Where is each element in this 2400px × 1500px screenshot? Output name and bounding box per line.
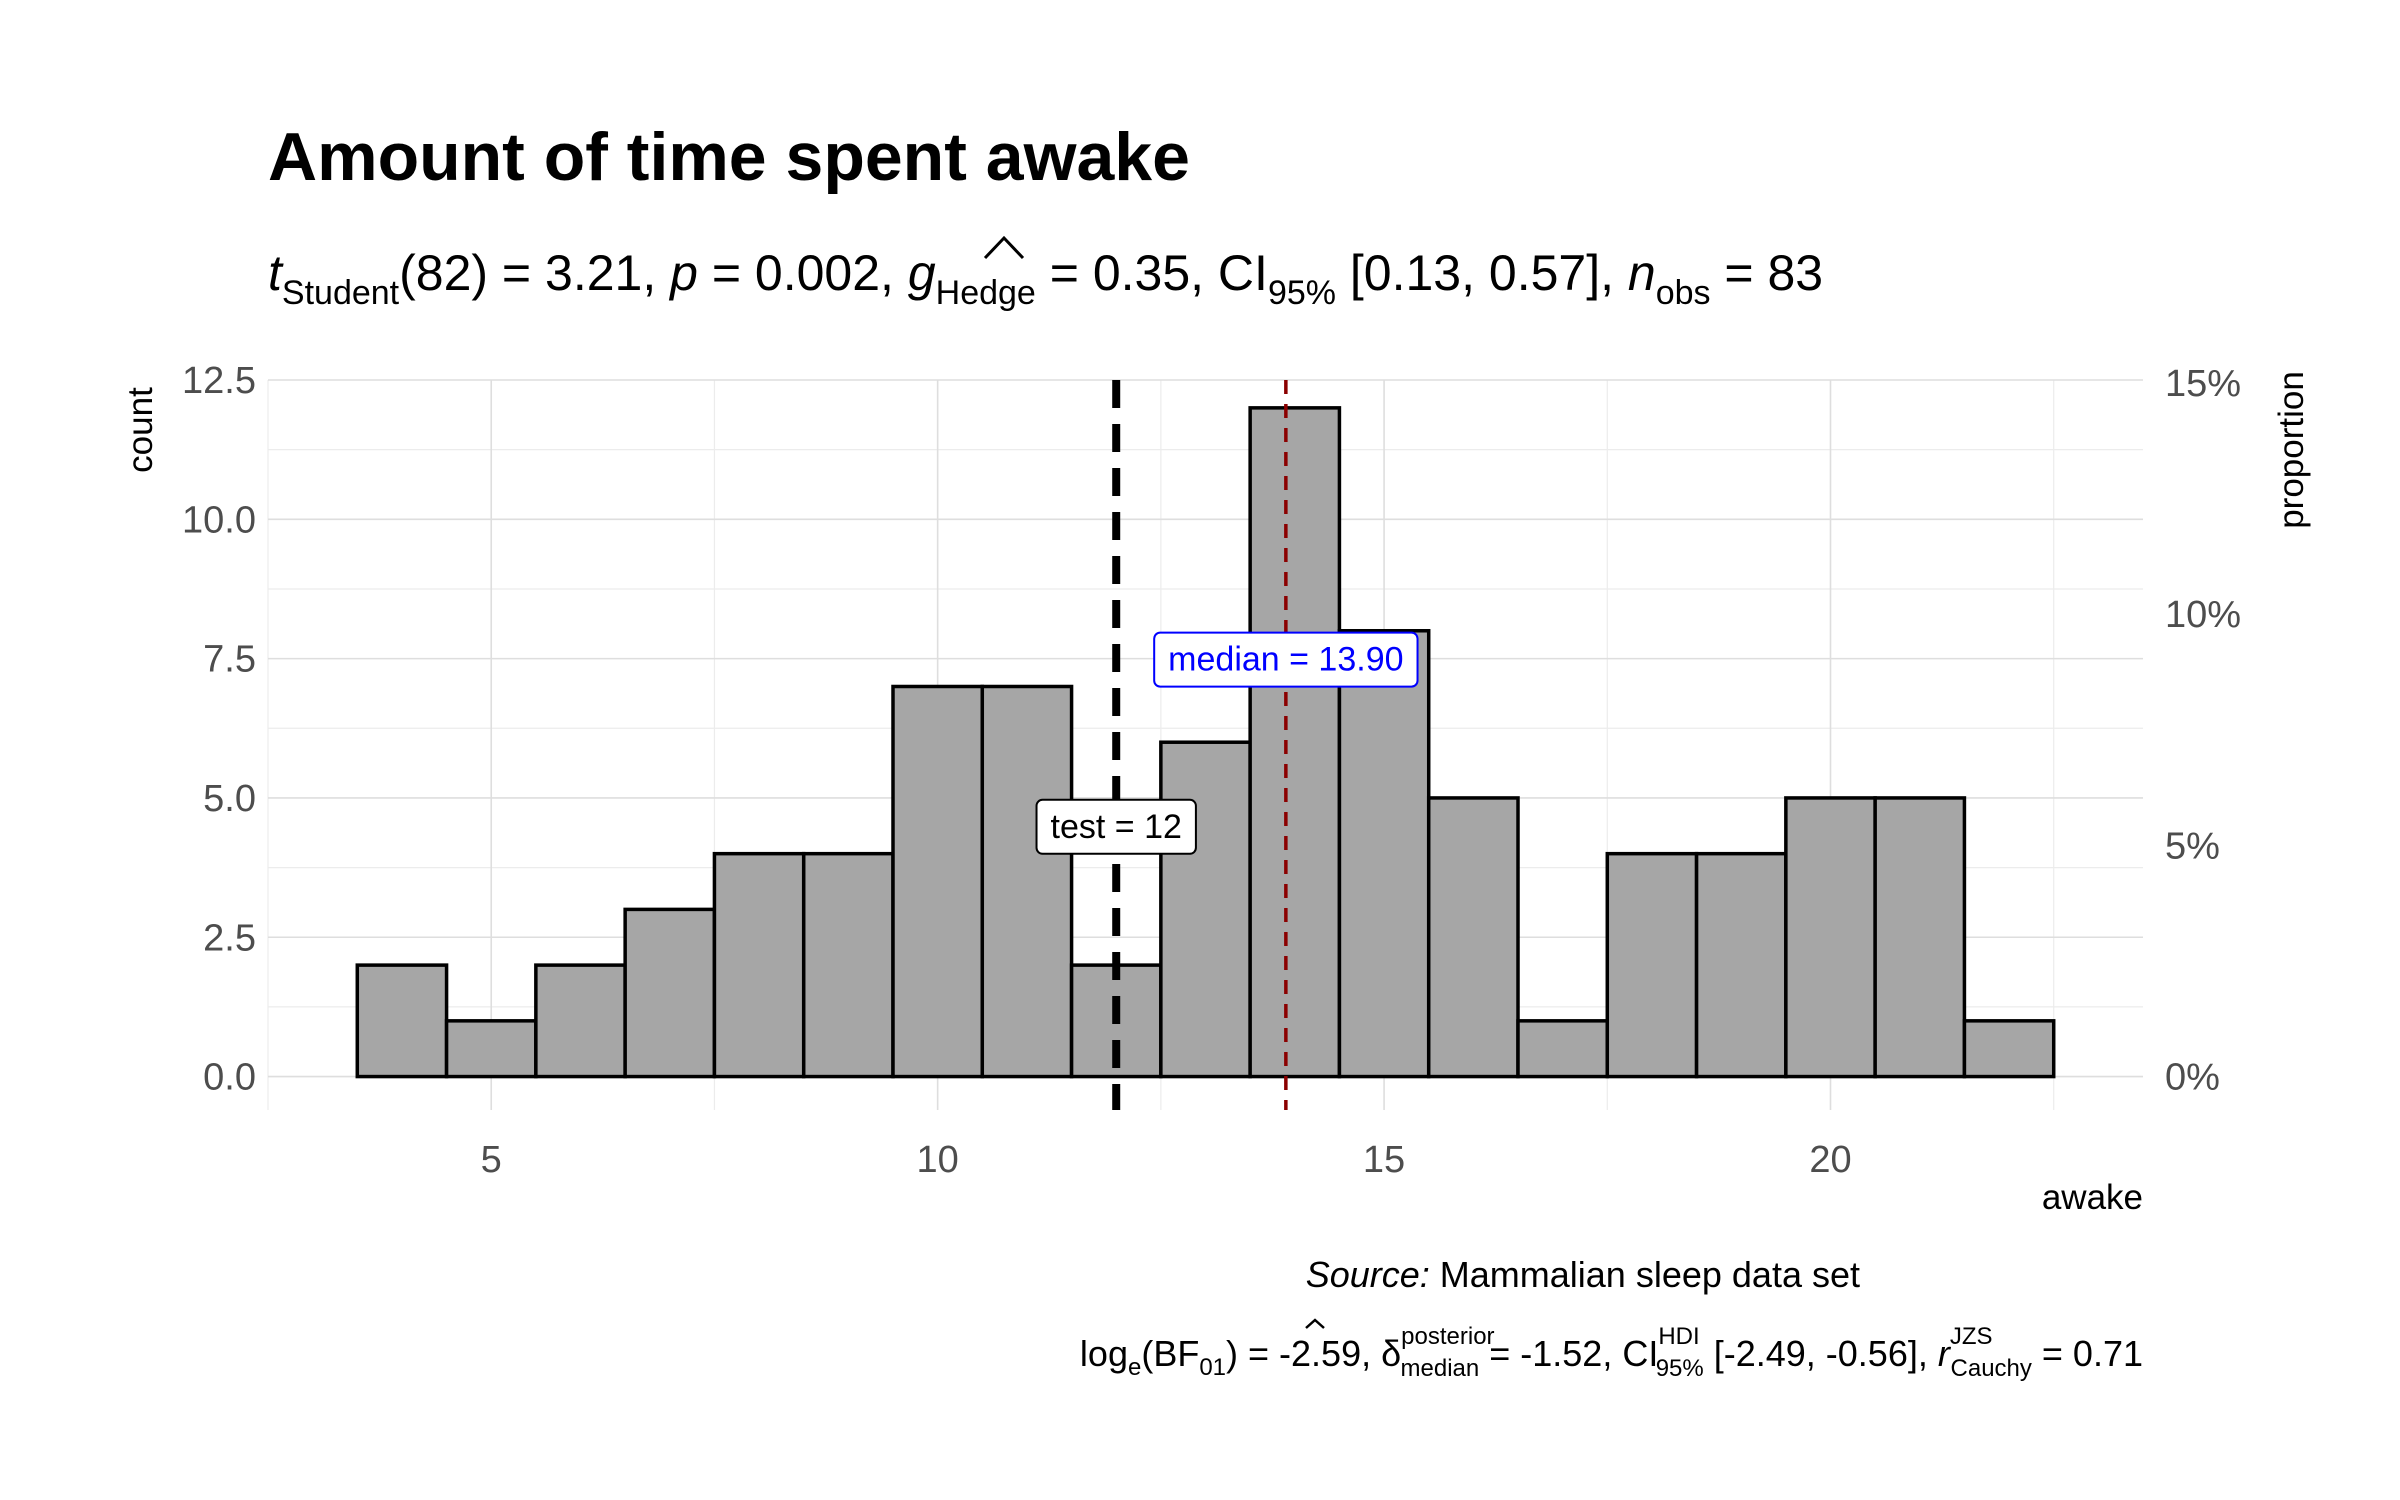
histogram-bar <box>1962 1019 2056 1079</box>
caption-r-sup: JZS <box>1950 1323 1993 1350</box>
subtitle-n-sub: obs <box>1656 274 1711 312</box>
histogram-bar <box>980 684 1074 1079</box>
caption-delta-symbol: δ <box>1381 1333 1401 1374</box>
subtitle-ci-sub: 95% <box>1268 274 1336 312</box>
subtitle-p-symbol: p <box>668 245 698 301</box>
histogram-bar <box>1605 851 1699 1079</box>
histogram-bar <box>1516 1019 1610 1079</box>
y2-tick-label: 15% <box>2165 363 2241 405</box>
y2-axis-title: proportion <box>2272 371 2311 529</box>
caption-delta-sub: median <box>1401 1355 1480 1382</box>
caption-bf-sub-e: e <box>1128 1354 1141 1381</box>
delta-hat-icon <box>1305 1318 1325 1329</box>
histogram-bar <box>444 1019 538 1079</box>
subtitle-g-symbol: g <box>908 245 936 301</box>
test-label-text: test = 12 <box>1051 808 1182 846</box>
chart-subtitle: tStudent(82) = 3.21, p = 0.002, gHedge =… <box>268 245 1823 312</box>
histogram-bar <box>623 907 717 1079</box>
g-hat-icon <box>983 235 1025 260</box>
chart-title: Amount of time spent awake <box>268 119 1190 195</box>
histogram-bar <box>712 851 806 1079</box>
caption-bf-sub-01: 01 <box>1199 1354 1226 1381</box>
axis-ticks: 5 10 15 20 0.0 2.5 5.0 7.5 10.0 12.5 0% 5% 10% 15% <box>182 360 2241 1181</box>
histogram-bar <box>1426 796 1520 1079</box>
y-axis-title: count <box>121 387 160 473</box>
caption-bf-prefix: log <box>1080 1333 1128 1374</box>
median-label-box <box>1153 631 1419 688</box>
histogram-bar <box>1159 740 1252 1079</box>
caption-ci-sub: 95% <box>1656 1355 1704 1382</box>
caption-bf-mid: (BF <box>1141 1333 1199 1374</box>
subtitle-n-symbol: n <box>1628 245 1656 301</box>
y-tick-label: 0.0 <box>203 1057 256 1099</box>
caption-r-symbol: r <box>1938 1333 1952 1374</box>
caption-bayes: loge(BF01) = -2.59, δposterior median = -… <box>1080 1323 2143 1382</box>
caption-source: Source: Mammalian sleep data set <box>1306 1254 1860 1295</box>
caption-source-text: Mammalian sleep data set <box>1430 1254 1860 1295</box>
y-tick-label: 12.5 <box>182 360 256 402</box>
subtitle-n-value: = 83 <box>1711 245 1824 301</box>
histogram-bar <box>355 963 449 1079</box>
caption-r-sub: Cauchy <box>1951 1355 2032 1382</box>
subtitle-ci-value: [0.13, 0.57], <box>1336 245 1628 301</box>
x-tick-label: 10 <box>917 1139 959 1181</box>
subtitle-t-symbol: t <box>268 245 284 301</box>
reference-lines <box>1112 380 1288 1110</box>
caption-delta-sup: posterior <box>1401 1323 1494 1350</box>
reference-labels: test = 12 median = 13.90 <box>1035 631 1419 855</box>
subtitle-df: (82) = 3.21, <box>399 245 670 301</box>
caption-r-value: = 0.71 <box>2032 1333 2143 1374</box>
median-label-text: median = 13.90 <box>1168 641 1403 679</box>
test-label-box <box>1035 798 1197 855</box>
y2-tick-label: 0% <box>2165 1057 2220 1099</box>
x-axis-title: awake <box>2042 1178 2143 1217</box>
caption-ci-sup: HDI <box>1658 1323 1699 1350</box>
subtitle-g-value: = 0.35, CI <box>1036 245 1268 301</box>
histogram-bar <box>801 851 895 1079</box>
caption-ci-value: [-2.49, -0.56], <box>1704 1333 1938 1374</box>
y2-tick-label: 10% <box>2165 594 2241 636</box>
subtitle-g-sub: Hedge <box>936 274 1036 312</box>
y-tick-label: 10.0 <box>182 499 256 541</box>
y2-tick-label: 5% <box>2165 825 2220 867</box>
histogram-bar <box>1248 406 1342 1079</box>
histogram-bar <box>1873 796 1967 1079</box>
histogram-bar <box>891 684 985 1079</box>
histogram-bar <box>1337 629 1431 1079</box>
histogram-bar <box>1694 851 1788 1079</box>
caption-source-label: Source: <box>1306 1254 1430 1295</box>
caption-delta-value: = -1.52, CI <box>1479 1333 1658 1374</box>
subtitle-p-value: = 0.002, <box>698 245 908 301</box>
histogram-bar <box>534 963 627 1079</box>
x-tick-label: 5 <box>481 1139 502 1181</box>
subtitle-t-sub: Student <box>282 274 400 312</box>
y-tick-label: 7.5 <box>203 639 256 681</box>
x-tick-label: 20 <box>1809 1139 1851 1181</box>
histogram-bar <box>1784 796 1877 1079</box>
y-tick-label: 2.5 <box>203 917 256 959</box>
x-tick-label: 15 <box>1363 1139 1405 1181</box>
histogram-bars <box>355 406 2056 1079</box>
caption-bf-value: ) = -2.59, <box>1226 1333 1381 1374</box>
y-tick-label: 5.0 <box>203 778 256 820</box>
